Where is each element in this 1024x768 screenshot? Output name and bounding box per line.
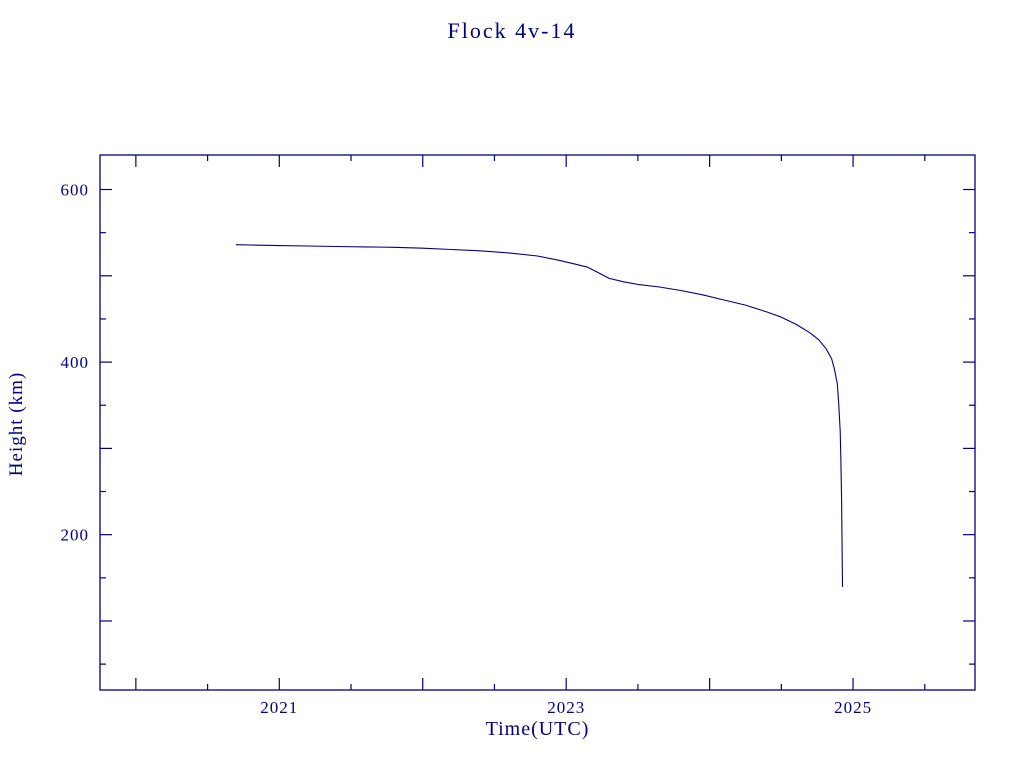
x-axis-label: Time(UTC) <box>485 718 590 740</box>
y-tick-label: 200 <box>61 526 90 545</box>
x-tick-label: 2023 <box>547 698 585 717</box>
y-tick-label: 600 <box>61 181 90 200</box>
x-tick-label: 2021 <box>260 698 298 717</box>
y-tick-label: 400 <box>61 353 90 372</box>
chart-title: Flock 4v-14 <box>447 18 577 43</box>
decay-curve <box>235 244 844 588</box>
plot-frame <box>99 154 976 691</box>
x-tick-label: 2025 <box>834 698 872 717</box>
